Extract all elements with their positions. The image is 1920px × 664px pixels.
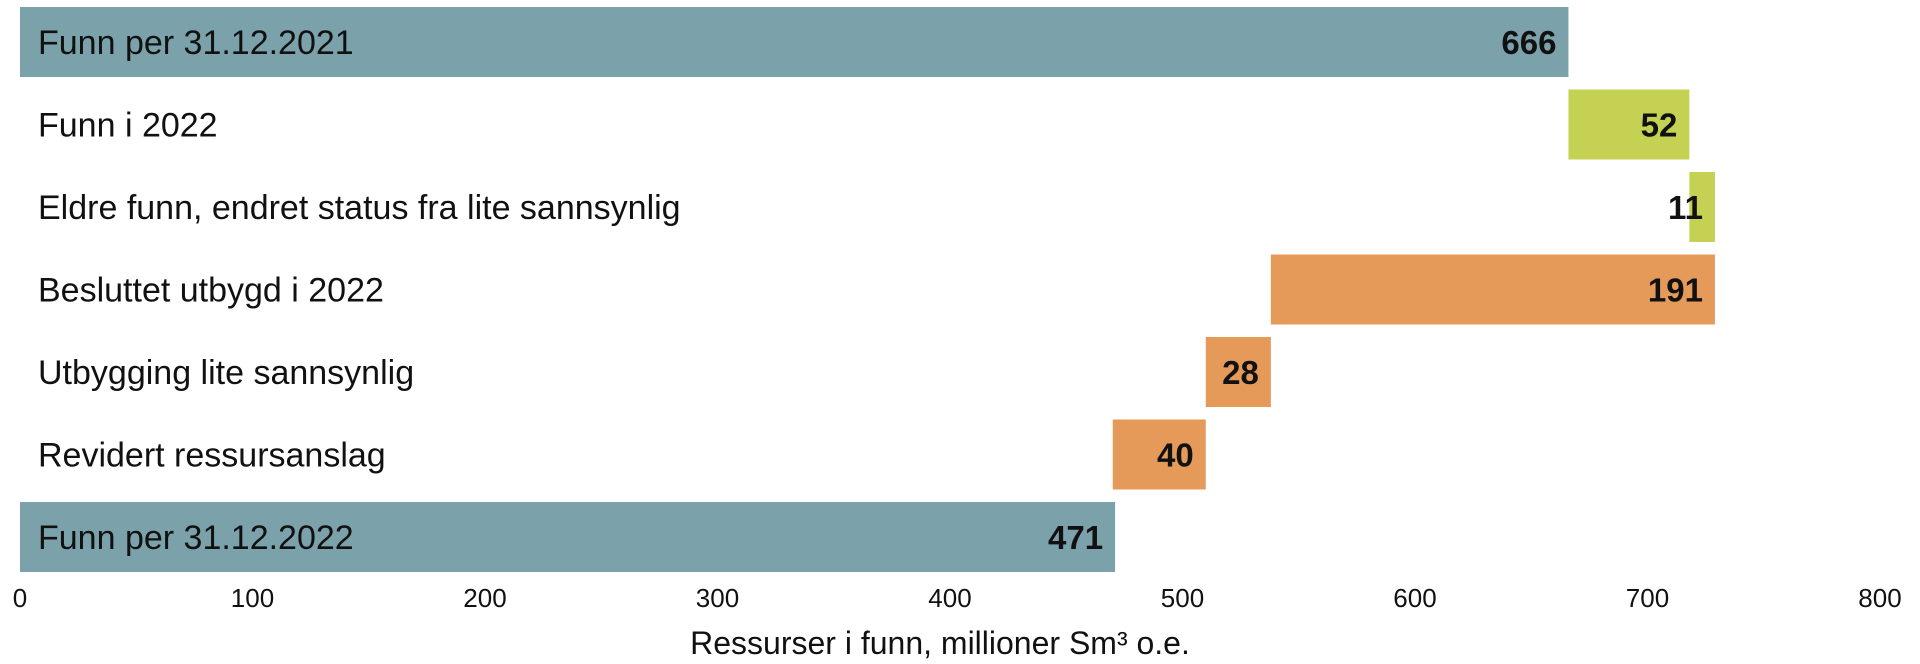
x-axis-title: Ressurser i funn, millioner Sm³ o.e. xyxy=(690,625,1190,661)
category-label: Revidert ressursanslag xyxy=(38,437,386,475)
category-label: Funn per 31.12.2021 xyxy=(38,24,354,62)
category-label: Eldre funn, endret status fra lite sanns… xyxy=(38,189,681,227)
x-tick-label: 600 xyxy=(1393,583,1436,613)
x-tick-label: 500 xyxy=(1161,583,1204,613)
category-label: Funn per 31.12.2022 xyxy=(38,519,354,557)
bar-increase xyxy=(1568,89,1690,160)
value-label: 191 xyxy=(1648,272,1703,309)
x-tick-label: 200 xyxy=(463,583,506,613)
x-tick-label: 800 xyxy=(1858,583,1901,613)
value-label: 52 xyxy=(1641,107,1678,144)
x-tick-label: 400 xyxy=(928,583,971,613)
bar-increase xyxy=(1689,172,1715,242)
bar-total xyxy=(20,7,1569,77)
category-label: Funn i 2022 xyxy=(38,107,218,145)
x-tick-label: 300 xyxy=(696,583,739,613)
value-label: 28 xyxy=(1222,354,1259,391)
category-label: Besluttet utbygd i 2022 xyxy=(38,272,384,310)
value-label: 471 xyxy=(1048,519,1103,556)
value-label: 666 xyxy=(1501,24,1556,61)
bar-decrease xyxy=(1205,337,1271,407)
bar-decrease xyxy=(1112,419,1206,490)
value-label: 11 xyxy=(1668,189,1703,226)
x-tick-label: 700 xyxy=(1626,583,1669,613)
bar-total xyxy=(20,502,1116,572)
x-tick-label: 0 xyxy=(13,583,27,613)
bar-decrease xyxy=(1270,254,1715,325)
value-label: 40 xyxy=(1157,437,1194,474)
category-label: Utbygging lite sannsynlig xyxy=(38,354,414,392)
x-tick-label: 100 xyxy=(231,583,274,613)
